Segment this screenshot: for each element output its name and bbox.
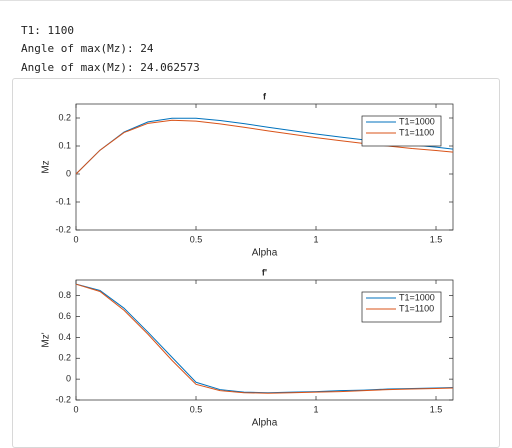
x-tick-label: 0.5 — [190, 404, 203, 414]
legend-box — [361, 115, 442, 147]
y-axis-label: Mz — [41, 160, 52, 173]
chart-title: f' — [262, 267, 267, 277]
output-line: Angle of max(Mz): 24.062573 — [21, 61, 200, 74]
legend-label: T1=1100 — [399, 303, 434, 313]
x-tick-label: 1 — [313, 404, 318, 414]
x-tick-label: 1 — [313, 234, 318, 244]
legend-label: T1=1000 — [399, 116, 435, 126]
series-line — [75, 283, 454, 394]
y-tick-label: -0.2 — [55, 394, 71, 404]
y-tick-label: 0.6 — [58, 311, 71, 321]
y-axis-label: Mz' — [41, 332, 52, 347]
x-tick-label: 0 — [73, 234, 78, 244]
output-line: T1: 1100 — [21, 24, 74, 37]
y-tick-label: 0.8 — [58, 290, 71, 300]
y-tick-label: -0.1 — [55, 196, 71, 206]
y-tick-label: 0.2 — [58, 112, 71, 122]
y-tick-label: 0.1 — [58, 140, 71, 150]
legend-label: T1=1000 — [399, 292, 435, 302]
top-rule — [0, 0, 512, 1]
y-tick-label: 0 — [66, 374, 71, 384]
x-tick-label: 0.5 — [190, 234, 203, 244]
y-tick-label: 0.2 — [58, 353, 71, 363]
x-tick-label: 1.5 — [430, 234, 443, 244]
x-tick-label: 1.5 — [430, 404, 443, 414]
y-tick-label: -0.2 — [55, 224, 71, 234]
output-line: Angle of max(Mz): 24 — [21, 42, 154, 55]
series-line — [75, 283, 454, 394]
y-tick-label: 0.4 — [58, 332, 71, 342]
x-tick-label: 0 — [73, 404, 78, 414]
y-tick-label: 0 — [66, 168, 71, 178]
series-line — [75, 119, 454, 175]
legend-label: T1=1100 — [399, 127, 434, 137]
legend-box — [361, 291, 442, 323]
x-axis-label: Alpha — [252, 248, 278, 259]
chart-title: f — [263, 91, 267, 101]
x-axis-label: Alpha — [252, 418, 278, 429]
